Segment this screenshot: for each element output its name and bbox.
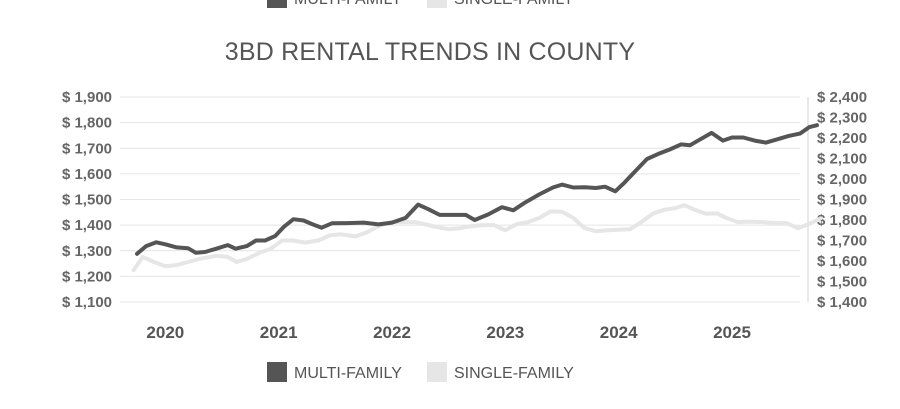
y-left-tick-label: $ 1,200 <box>62 268 112 285</box>
top-legend-label-single-family[interactable]: SINGLE-FAMILY <box>454 0 574 8</box>
legend-swatch-single-family[interactable] <box>427 362 447 382</box>
chart-title: 3BD RENTAL TRENDS IN COUNTY <box>225 38 636 66</box>
series-line-single-family[interactable] <box>131 203 823 273</box>
y-left-tick-label: $ 1,900 <box>62 89 112 106</box>
x-axis: 2020 2021 2022 2023 2024 2025 <box>146 323 750 342</box>
top-legend-swatch-single-family[interactable] <box>427 0 447 8</box>
x-tick-label: 2021 <box>260 323 298 342</box>
series-line-multi-family[interactable] <box>135 123 819 256</box>
y-right-tick-label: $ 1,800 <box>817 212 867 229</box>
y-right-tick-label: $ 2,200 <box>817 130 867 147</box>
y-left-tick-label: $ 1,700 <box>62 140 112 157</box>
y-left-tick-label: $ 1,300 <box>62 243 112 260</box>
y-right-tick-label: $ 1,900 <box>817 192 867 209</box>
legend-label-single-family[interactable]: SINGLE-FAMILY <box>454 365 574 382</box>
y-left-tick-label: $ 1,800 <box>62 115 112 132</box>
y-right-tick-label: $ 2,400 <box>817 89 867 106</box>
x-tick-label: 2022 <box>373 323 411 342</box>
y-right-tick-label: $ 1,500 <box>817 274 867 291</box>
series-group <box>131 123 823 273</box>
y-right-tick-label: $ 1,400 <box>817 294 867 311</box>
x-tick-label: 2024 <box>600 323 638 342</box>
gridlines <box>120 96 800 303</box>
top-legend-swatch-multi-family[interactable] <box>267 0 287 8</box>
top-legend: MULTI-FAMILY SINGLE-FAMILY <box>267 0 574 8</box>
y-right-tick-label: $ 2,300 <box>817 110 867 127</box>
x-tick-label: 2020 <box>146 323 184 342</box>
legend-label-multi-family[interactable]: MULTI-FAMILY <box>294 365 402 382</box>
top-legend-label-multi-family[interactable]: MULTI-FAMILY <box>294 0 402 8</box>
bottom-legend: MULTI-FAMILY SINGLE-FAMILY <box>267 362 574 382</box>
y-left-tick-label: $ 1,100 <box>62 294 112 311</box>
x-tick-label: 2025 <box>713 323 751 342</box>
y-right-tick-label: $ 2,000 <box>817 171 867 188</box>
y-axis-left: $ 1,100 $ 1,200 $ 1,300 $ 1,400 $ 1,500 $ 1,6… <box>62 89 112 311</box>
x-tick-label: 2023 <box>486 323 524 342</box>
y-right-tick-label: $ 1,700 <box>817 233 867 250</box>
y-right-tick-label: $ 1,600 <box>817 253 867 270</box>
y-left-tick-label: $ 1,500 <box>62 192 112 209</box>
y-axis-right: $ 1,400 $ 1,500 $ 1,600 $ 1,700 $ 1,800 $ 1,9… <box>807 89 867 311</box>
y-right-tick-label: $ 2,100 <box>817 151 867 168</box>
y-left-tick-label: $ 1,400 <box>62 217 112 234</box>
legend-swatch-multi-family[interactable] <box>267 362 287 382</box>
y-left-tick-label: $ 1,600 <box>62 166 112 183</box>
